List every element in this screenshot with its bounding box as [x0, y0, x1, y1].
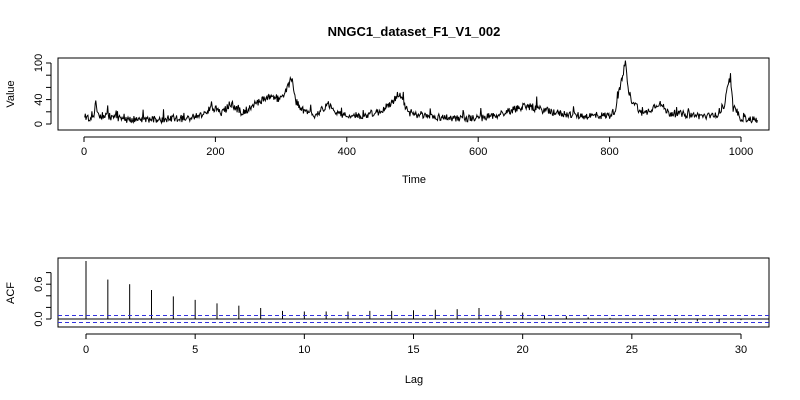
x-tick-label: 600	[469, 146, 487, 158]
acf-x-axis: 0 5 10 15 20 25 30	[83, 333, 747, 356]
x-tick-label: 20	[517, 344, 529, 356]
x-tick-label: 0	[81, 146, 87, 158]
x-tick-label: 0	[83, 344, 89, 356]
y-tick-label: 40	[33, 93, 45, 105]
timeseries-y-label: Value	[5, 80, 17, 107]
acf-bars	[58, 261, 769, 322]
x-tick-label: 800	[600, 146, 618, 158]
timeseries-y-axis: 0 40 100	[33, 54, 52, 127]
y-tick-label: 100	[33, 54, 45, 72]
acf-x-label: Lag	[405, 374, 423, 386]
timeseries-x-axis: 0 200 400 600 800 1000	[81, 136, 753, 158]
x-tick-label: 200	[206, 146, 224, 158]
x-tick-label: 25	[626, 344, 638, 356]
x-tick-label: 1000	[729, 146, 753, 158]
x-tick-label: 10	[298, 344, 310, 356]
chart-title: NNGC1_dataset_F1_V1_002	[328, 24, 501, 39]
acf-plot-box	[57, 257, 770, 328]
timeseries-plot-box	[57, 57, 770, 131]
acf-y-label: ACF	[5, 282, 17, 304]
acf-y-axis: 0.0 0.6	[33, 272, 52, 327]
y-tick-label: 0.0	[33, 311, 45, 326]
y-tick-label: 0	[33, 121, 45, 127]
timeseries-x-label: Time	[402, 174, 426, 186]
y-tick-label: 0.6	[33, 277, 45, 292]
timeseries-line	[84, 60, 758, 125]
x-tick-label: 5	[192, 344, 198, 356]
x-tick-label: 15	[407, 344, 419, 356]
x-tick-label: 30	[735, 344, 747, 356]
x-tick-label: 400	[338, 146, 356, 158]
